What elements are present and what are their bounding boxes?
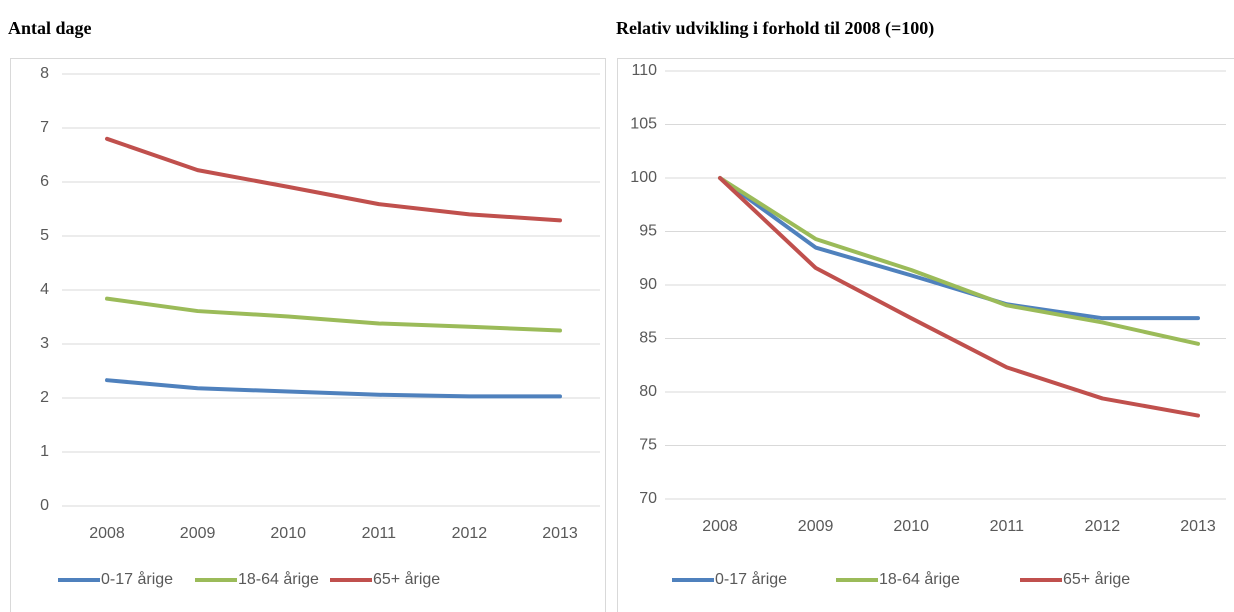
x-tick-label: 2013 — [542, 525, 578, 542]
y-tick-label: 1 — [40, 443, 49, 460]
x-tick-label: 2012 — [452, 525, 488, 542]
chart-frame — [617, 58, 1234, 612]
x-tick-label: 2012 — [1085, 518, 1121, 535]
y-tick-label: 90 — [639, 276, 657, 293]
data-line — [105, 296, 562, 333]
legend-label: 65+ årige — [373, 570, 440, 588]
y-tick-label: 4 — [40, 281, 49, 298]
y-tick-label: 80 — [639, 383, 657, 400]
data-line — [718, 176, 1200, 321]
data-line — [718, 176, 1200, 346]
legend-label: 0-17 årige — [101, 570, 173, 588]
y-tick-label: 6 — [40, 173, 49, 190]
y-tick-label: 95 — [639, 223, 657, 240]
y-tick-label: 70 — [639, 490, 657, 507]
y-tick-label: 3 — [40, 335, 49, 352]
y-tick-label: 85 — [639, 330, 657, 347]
legend-label: 18-64 årige — [879, 570, 960, 588]
legend-label: 65+ årige — [1063, 570, 1130, 588]
chart-title: Antal dage — [8, 18, 92, 38]
y-tick-label: 7 — [40, 119, 49, 136]
chart-frame — [10, 58, 606, 612]
x-tick-label: 2011 — [362, 525, 397, 542]
x-tick-label: 2009 — [180, 525, 216, 542]
x-tick-label: 2010 — [270, 525, 306, 542]
x-tick-label: 2008 — [702, 518, 738, 535]
y-tick-label: 2 — [40, 389, 49, 406]
data-line — [105, 378, 562, 399]
x-tick-label: 2011 — [990, 518, 1025, 535]
data-line — [718, 176, 1200, 418]
data-line — [105, 136, 562, 223]
y-tick-label: 8 — [40, 65, 49, 82]
x-tick-label: 2013 — [1180, 518, 1216, 535]
legend-label: 18-64 årige — [238, 570, 319, 588]
y-tick-label: 105 — [630, 116, 657, 133]
y-tick-label: 5 — [40, 227, 49, 244]
x-tick-label: 2010 — [893, 518, 929, 535]
chart-title: Relativ udvikling i forhold til 2008 (=1… — [616, 18, 934, 39]
legend-label: 0-17 årige — [715, 570, 787, 588]
y-tick-label: 110 — [631, 62, 657, 79]
y-tick-label: 0 — [40, 497, 49, 514]
x-tick-label: 2009 — [798, 518, 834, 535]
y-tick-label: 75 — [639, 437, 657, 454]
y-tick-label: 100 — [630, 169, 657, 186]
x-tick-label: 2008 — [89, 525, 125, 542]
